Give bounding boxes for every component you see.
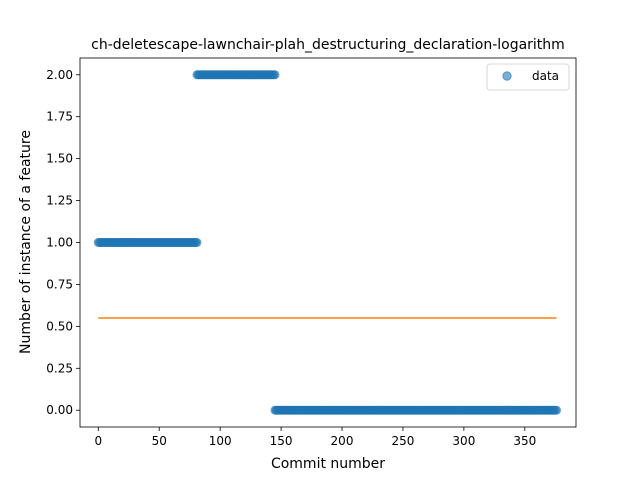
plot-area: 0 50 100 150 200 250 300 350 0.00 0.25 0.50 0.75 1.0…: [46, 57, 577, 448]
y-tick-label: 2.00: [46, 68, 73, 82]
x-tick-label: 0: [94, 434, 102, 448]
y-tick-label: 1.50: [46, 152, 73, 166]
y-tick-label: 1.25: [46, 194, 73, 208]
y-tick-label: 0.00: [46, 403, 73, 417]
data-point: [552, 405, 562, 415]
x-tick-label: 100: [209, 434, 232, 448]
y-tick-label: 1.75: [46, 110, 73, 124]
y-tick-label: 0.50: [46, 319, 73, 333]
chart-title: ch-deletescape-lawnchair-plah_destructur…: [91, 37, 565, 53]
x-axis-label: Commit number: [271, 456, 385, 472]
legend-marker: [502, 71, 512, 81]
y-tick-label: 0.25: [46, 361, 73, 375]
x-tick-label: 300: [452, 434, 475, 448]
x-tick-label: 200: [331, 434, 354, 448]
legend-box: [486, 63, 570, 91]
x-tick-label: 350: [513, 434, 536, 448]
data-point: [192, 238, 202, 248]
y-tick-label: 1.00: [46, 236, 73, 250]
x-tick-label: 150: [270, 434, 293, 448]
y-axis-label: Number of instance of a feature: [18, 130, 34, 354]
data-point: [270, 70, 280, 80]
x-tick-label: 250: [391, 434, 414, 448]
x-tick-label: 50: [152, 434, 167, 448]
y-tick-label: 0.75: [46, 277, 73, 291]
legend-label: data: [532, 69, 559, 83]
